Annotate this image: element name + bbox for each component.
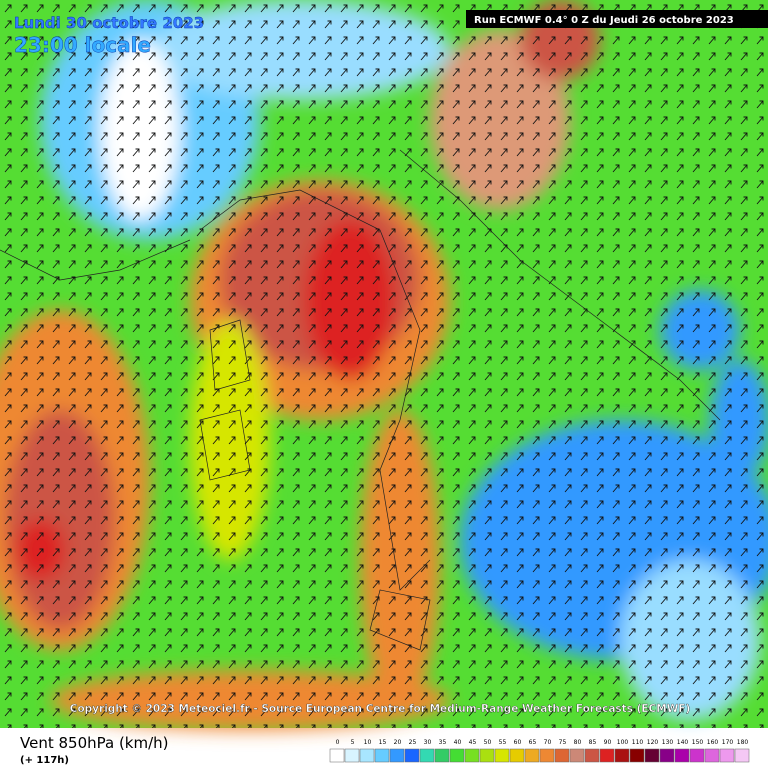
legend-swatch <box>629 748 645 763</box>
legend-label: 40 <box>454 739 462 746</box>
legend-swatch <box>479 748 495 763</box>
legend-swatch <box>494 748 510 763</box>
legend-swatch <box>644 748 660 763</box>
legend-label: 70 <box>544 739 552 746</box>
legend-swatch <box>659 748 675 763</box>
legend-label: 80 <box>574 739 582 746</box>
legend-label: 55 <box>499 739 507 746</box>
wind-field <box>0 0 768 730</box>
run-box <box>466 10 768 28</box>
date: Lundi 30 octobre 2023 <box>14 14 204 32</box>
legend-swatch <box>599 748 615 763</box>
legend-label: 180 <box>737 739 749 746</box>
legend-label: 45 <box>469 739 477 746</box>
legend-label: 90 <box>604 739 612 746</box>
legend-label: 10 <box>364 739 372 746</box>
legend-label: 35 <box>439 739 447 746</box>
copyright: Copyright © 2023 Meteociel.fr - Source E… <box>70 703 691 715</box>
legend-label: 110 <box>632 739 644 746</box>
legend-swatch <box>359 748 375 763</box>
legend-swatch <box>539 748 555 763</box>
legend-label: 50 <box>484 739 492 746</box>
legend-swatch <box>554 748 570 763</box>
legend-label: 65 <box>529 739 537 746</box>
legend-swatch <box>374 748 390 763</box>
legend-label: 60 <box>514 739 522 746</box>
legend-swatch <box>329 748 345 763</box>
legend-label: 120 <box>647 739 659 746</box>
legend-label: 25 <box>409 739 417 746</box>
legend-swatch <box>449 748 465 763</box>
legend-swatch <box>464 748 480 763</box>
legend-swatch <box>719 748 735 763</box>
legend-swatch <box>509 748 525 763</box>
legend-swatch <box>674 748 690 763</box>
legend-label: 75 <box>559 739 567 746</box>
legend-swatch <box>689 748 705 763</box>
legend-label: 160 <box>707 739 719 746</box>
legend-label: 5 <box>351 739 355 746</box>
legend-swatch <box>734 748 750 763</box>
legend-swatch <box>344 748 360 763</box>
legend-label: 100 <box>617 739 629 746</box>
legend-label: 130 <box>662 739 674 746</box>
legend-swatch <box>614 748 630 763</box>
legend-label: 30 <box>424 739 432 746</box>
legend-swatch <box>704 748 720 763</box>
legend-label: 0 <box>336 739 340 746</box>
legend-swatch <box>524 748 540 763</box>
footer-title: Vent 850hPa (km/h) <box>20 734 169 752</box>
legend-swatch <box>584 748 600 763</box>
legend-label: 20 <box>394 739 402 746</box>
legend-label: 150 <box>692 739 704 746</box>
footer-lead: (+ 117h) <box>20 755 69 766</box>
legend-label: 170 <box>722 739 734 746</box>
legend-swatch <box>434 748 450 763</box>
legend-swatch <box>389 748 405 763</box>
legend-swatch <box>404 748 420 763</box>
legend: 0 5 10 15 20 25 30 35 40 45 50 55 60 65 70 75 80 85 90 100 1… <box>329 739 750 763</box>
run-info: Run ECMWF 0.4° 0 Z du Jeudi 26 octobre 2… <box>474 15 734 26</box>
legend-label: 15 <box>379 739 387 746</box>
legend-swatch <box>419 748 435 763</box>
time: 23:00 locale <box>14 33 151 57</box>
legend-swatch <box>569 748 585 763</box>
legend-label: 140 <box>677 739 689 746</box>
legend-label: 85 <box>589 739 597 746</box>
